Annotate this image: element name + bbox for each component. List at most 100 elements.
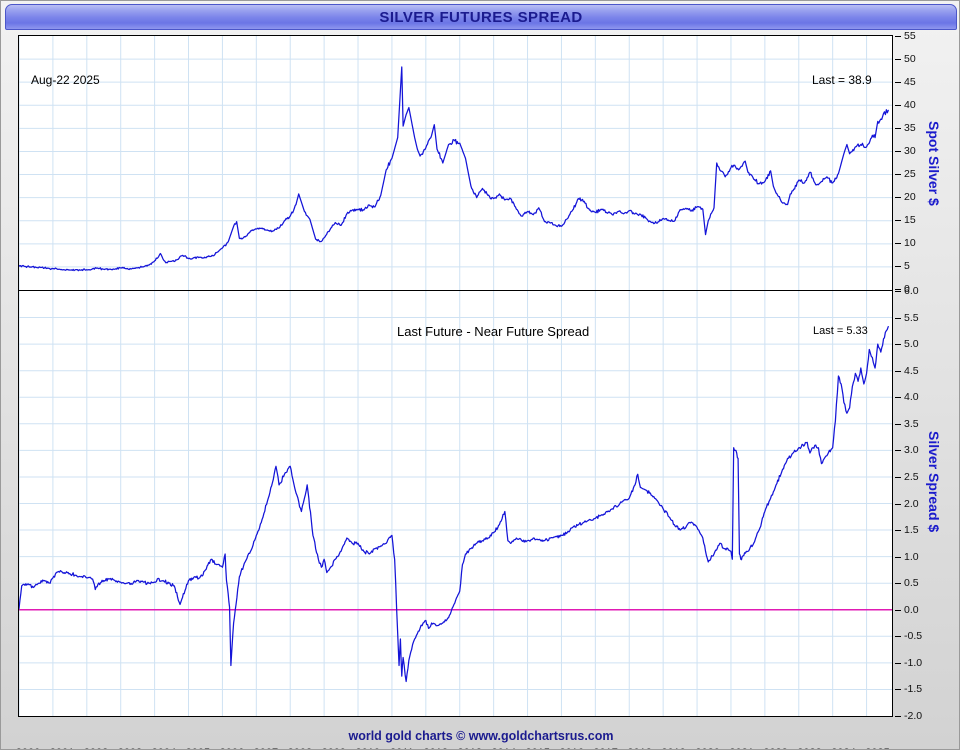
y-tick-mark: [895, 151, 901, 152]
x-tick-label: 2007: [254, 747, 278, 749]
x-tick-label: 2004: [152, 747, 176, 749]
silver-spread-last-label: Last = 5.33: [813, 325, 868, 337]
y-tick-mark: [895, 423, 901, 425]
y-tick-mark: [895, 556, 901, 558]
y-tick-label: 40: [895, 99, 916, 111]
y-tick-label: 5.0: [895, 338, 919, 350]
y-tick-label: 5: [895, 260, 910, 272]
x-tick-label: 2020: [695, 747, 719, 749]
y-tick-label: 3.0: [895, 444, 919, 456]
y-tick-mark: [895, 82, 901, 83]
x-tick-label: 2024: [831, 747, 855, 749]
silver-spread-panel: [18, 290, 893, 717]
spot-silver-panel: [18, 35, 893, 290]
y-tick-mark: [895, 609, 901, 611]
page-title: SILVER FUTURES SPREAD: [379, 8, 583, 26]
x-tick-label: 2023: [797, 747, 821, 749]
y-tick-mark: [895, 370, 901, 372]
chart-area: 0 5 10 15 20 25 30 35 40 45 50 55 -2.0 -1.5 -1.0 -0.5 0…: [1, 30, 959, 749]
x-tick-label: 2011: [390, 747, 414, 749]
y-tick-label: 55: [895, 30, 916, 42]
y-tick-mark: [895, 716, 901, 717]
x-axis: 2000 2001 2002 2003 2004 2005 2006 2007 2008 2009…: [16, 747, 893, 749]
y-tick-label: 2.0: [895, 498, 919, 510]
x-tick-label: 2002: [84, 747, 108, 749]
y-tick-label: 4.5: [895, 365, 919, 377]
y-tick-mark: [895, 662, 901, 664]
x-tick-label: 2021: [729, 747, 753, 749]
footer-credit: world gold charts © www.goldchartsrus.co…: [348, 729, 614, 743]
y-tick-mark: [895, 397, 901, 399]
y-tick-label: -2.0: [895, 710, 922, 722]
y-tick-mark: [895, 530, 901, 532]
x-tick-label: 2001: [50, 747, 74, 749]
y-tick-mark: [895, 197, 901, 198]
y-tick-label: 25: [895, 168, 916, 180]
x-tick-label: 2013: [457, 747, 481, 749]
x-tick-label: 2006: [220, 747, 244, 749]
y-tick-mark: [895, 174, 901, 175]
x-tick-label: 2012: [424, 747, 448, 749]
spot-silver-plot: [19, 36, 892, 290]
y-tick-mark: [895, 636, 901, 638]
y-tick-mark: [895, 476, 901, 478]
x-tick-label: 2017: [593, 747, 617, 749]
y-tick-label: 20: [895, 191, 916, 203]
y-tick-label: 5.5: [895, 312, 919, 324]
y-tick-label: -1.5: [895, 683, 922, 695]
spot-silver-axis-title: Spot Silver $: [926, 121, 942, 206]
y-tick-mark: [895, 689, 901, 691]
y-tick-mark: [895, 317, 901, 319]
y-tick-label: 4.0: [895, 391, 919, 403]
x-tick-label: 2008: [288, 747, 312, 749]
silver-spread-axis-title: Silver Spread $: [926, 431, 942, 533]
date-stamp: Aug-22 2025: [31, 73, 100, 87]
x-tick-label: 2003: [118, 747, 142, 749]
x-tick-label: 2019: [661, 747, 685, 749]
silver-spread-plot: [19, 291, 892, 716]
y-tick-mark: [895, 503, 901, 505]
y-tick-label: -0.5: [895, 630, 922, 642]
spot-silver-y-axis: 0 5 10 15 20 25 30 35 40 45 50 55: [894, 30, 928, 295]
x-tick-label: 2014: [491, 747, 515, 749]
y-tick-label: -1.0: [895, 657, 922, 669]
x-tick-label: 2018: [627, 747, 651, 749]
y-tick-mark: [895, 105, 901, 106]
x-tick-label: 2010: [356, 747, 380, 749]
y-tick-label: 0.0: [895, 604, 919, 616]
x-tick-label: 2022: [763, 747, 787, 749]
y-tick-label: 45: [895, 76, 916, 88]
x-tick-label: 2009: [322, 747, 346, 749]
y-tick-label: 1.5: [895, 524, 919, 536]
silver-spread-y-axis: -2.0 -1.5 -1.0 -0.5 0.0 0.5 1.0 1.5 2.0 2.5 3.0 3.5…: [894, 285, 928, 722]
x-tick-label: 2015: [525, 747, 549, 749]
x-tick-label: 2025: [865, 747, 889, 749]
y-tick-label: 50: [895, 53, 916, 65]
y-tick-label: 15: [895, 214, 916, 226]
y-tick-label: 0.5: [895, 577, 919, 589]
y-tick-label: 2.5: [895, 471, 919, 483]
y-tick-label: 6.0: [895, 285, 919, 297]
y-tick-label: 1.0: [895, 551, 919, 563]
y-tick-mark: [895, 450, 901, 452]
y-tick-mark: [895, 36, 901, 37]
spot-silver-last-label: Last = 38.9: [812, 73, 872, 87]
y-tick-label: 35: [895, 122, 916, 134]
y-tick-mark: [895, 243, 901, 244]
window-titlebar: SILVER FUTURES SPREAD: [5, 4, 957, 30]
spread-subtitle: Last Future - Near Future Spread: [397, 324, 590, 339]
x-tick-label: 2000: [16, 747, 40, 749]
y-tick-mark: [895, 344, 901, 346]
y-tick-label: 0: [895, 283, 910, 295]
y-tick-mark: [895, 289, 901, 290]
y-tick-mark: [895, 583, 901, 585]
y-tick-label: 30: [895, 145, 916, 157]
x-tick-label: 2005: [186, 747, 210, 749]
y-tick-mark: [895, 220, 901, 221]
y-tick-mark: [895, 59, 901, 60]
y-tick-mark: [895, 128, 901, 129]
x-tick-label: 2016: [559, 747, 583, 749]
y-tick-mark: [895, 291, 901, 292]
y-tick-label: 3.5: [895, 418, 919, 430]
